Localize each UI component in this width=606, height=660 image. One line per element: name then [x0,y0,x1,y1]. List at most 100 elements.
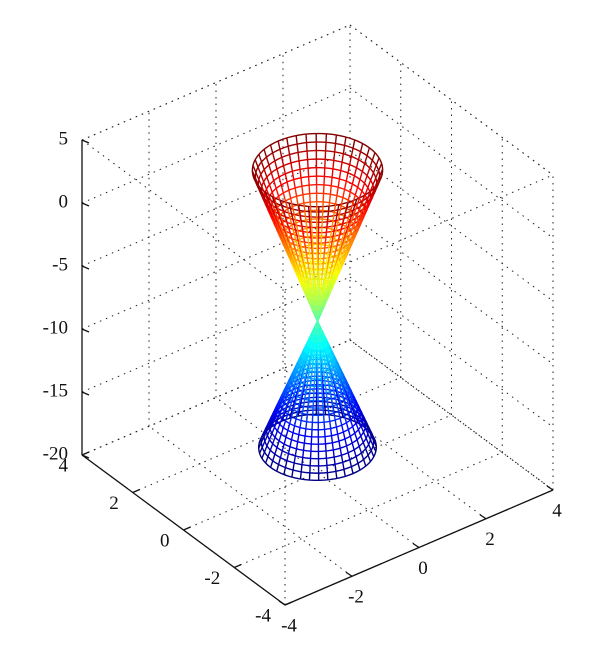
mesh-radial [352,396,356,402]
mesh-radial [347,191,352,201]
mesh-radial [324,290,329,299]
mesh-radial [328,352,333,360]
mesh-radial [331,405,335,414]
mesh-radial [298,210,302,216]
mesh-radial [358,446,363,454]
y-tick-label: 0 [160,530,170,551]
mesh-radial [318,300,321,306]
mesh-radial [290,162,294,172]
mesh-radial [329,369,333,374]
mesh-radial [272,219,277,227]
mesh-radial [288,250,293,258]
mesh-radial [293,455,297,464]
mesh-radial [274,430,279,438]
mesh-radial [264,435,269,442]
mesh-radial [345,406,349,414]
mesh-radial [306,271,310,281]
mesh-radial [279,417,283,425]
mesh-radial [336,395,340,401]
mesh-radial [307,297,312,304]
mesh-radial [345,445,349,453]
mesh-radial [284,229,289,239]
mesh-radial [297,274,302,281]
mesh-radial [263,181,268,190]
mesh-radial [299,266,303,272]
mesh-radial [276,221,281,228]
mesh-radial [301,256,304,263]
mesh-radial [375,157,380,166]
mesh-radial [328,285,333,293]
mesh-radial [297,231,301,240]
mesh-radial [364,155,368,164]
mesh-radial [319,304,323,311]
mesh-radial [378,163,383,171]
y-tick [233,563,242,569]
mesh-radial [287,446,291,454]
mesh-radial [303,277,307,283]
mesh-radial [306,362,310,371]
mesh-radial [294,448,298,457]
mesh-radial [324,242,327,249]
mesh-radial [328,255,332,264]
mesh-radial [316,321,321,327]
mesh-radial [307,340,312,348]
mesh-radial [283,238,288,246]
mesh-radial [251,170,256,179]
mesh-radial [352,416,357,424]
mesh-radial [265,156,270,166]
mesh-radial [302,285,307,293]
mesh-radial [252,176,257,184]
mesh-radial [325,271,329,281]
mesh-radial [375,181,380,189]
mesh-radial [277,213,282,220]
mesh-radial [356,209,361,218]
mesh-radial [319,326,323,332]
mesh-radial [309,349,313,357]
mesh-radial [360,206,365,214]
grid-line [349,24,554,176]
mesh-radial [363,207,369,216]
mesh-radial [343,400,347,408]
mesh-radial [269,203,274,211]
mesh-radial [347,231,352,240]
mesh-radial [291,224,295,234]
mesh-radial [343,249,348,257]
mesh-radial [367,179,372,188]
mesh-radial [332,375,336,383]
mesh-radial [300,177,303,187]
mesh-radial [272,453,276,461]
mesh-radial [331,351,335,357]
mesh-radial [288,154,292,164]
mesh-radial [266,424,271,432]
mesh-radial [306,288,310,294]
y-tick [284,601,293,606]
mesh-radial [292,425,296,433]
mesh-radial [333,456,336,465]
mesh-radial [273,202,278,209]
y-tick-label: 2 [109,493,119,514]
mesh-radial [268,423,273,429]
mesh-radial [345,388,349,396]
mesh-radial [268,164,273,174]
mesh-radial [299,215,302,222]
mesh-radial [272,417,277,424]
mesh-radial [290,385,295,393]
mesh-radial [329,376,333,384]
mesh-radial [332,390,336,398]
mesh-radial [286,222,290,228]
mesh-radial [372,165,377,173]
mesh-radial [323,270,326,280]
mesh-radial [345,397,350,405]
mesh-radial [282,192,287,202]
mesh-radial [353,403,358,411]
mesh-radial [340,393,345,401]
mesh-radial [311,364,314,372]
mesh-radial [294,258,298,265]
mesh-radial [328,194,332,203]
mesh-radial [344,239,349,248]
mesh-radial [348,156,353,165]
mesh-radial [325,283,328,290]
mesh-radial [267,205,272,213]
mesh-radial [299,367,304,375]
mesh-radial [308,341,312,349]
